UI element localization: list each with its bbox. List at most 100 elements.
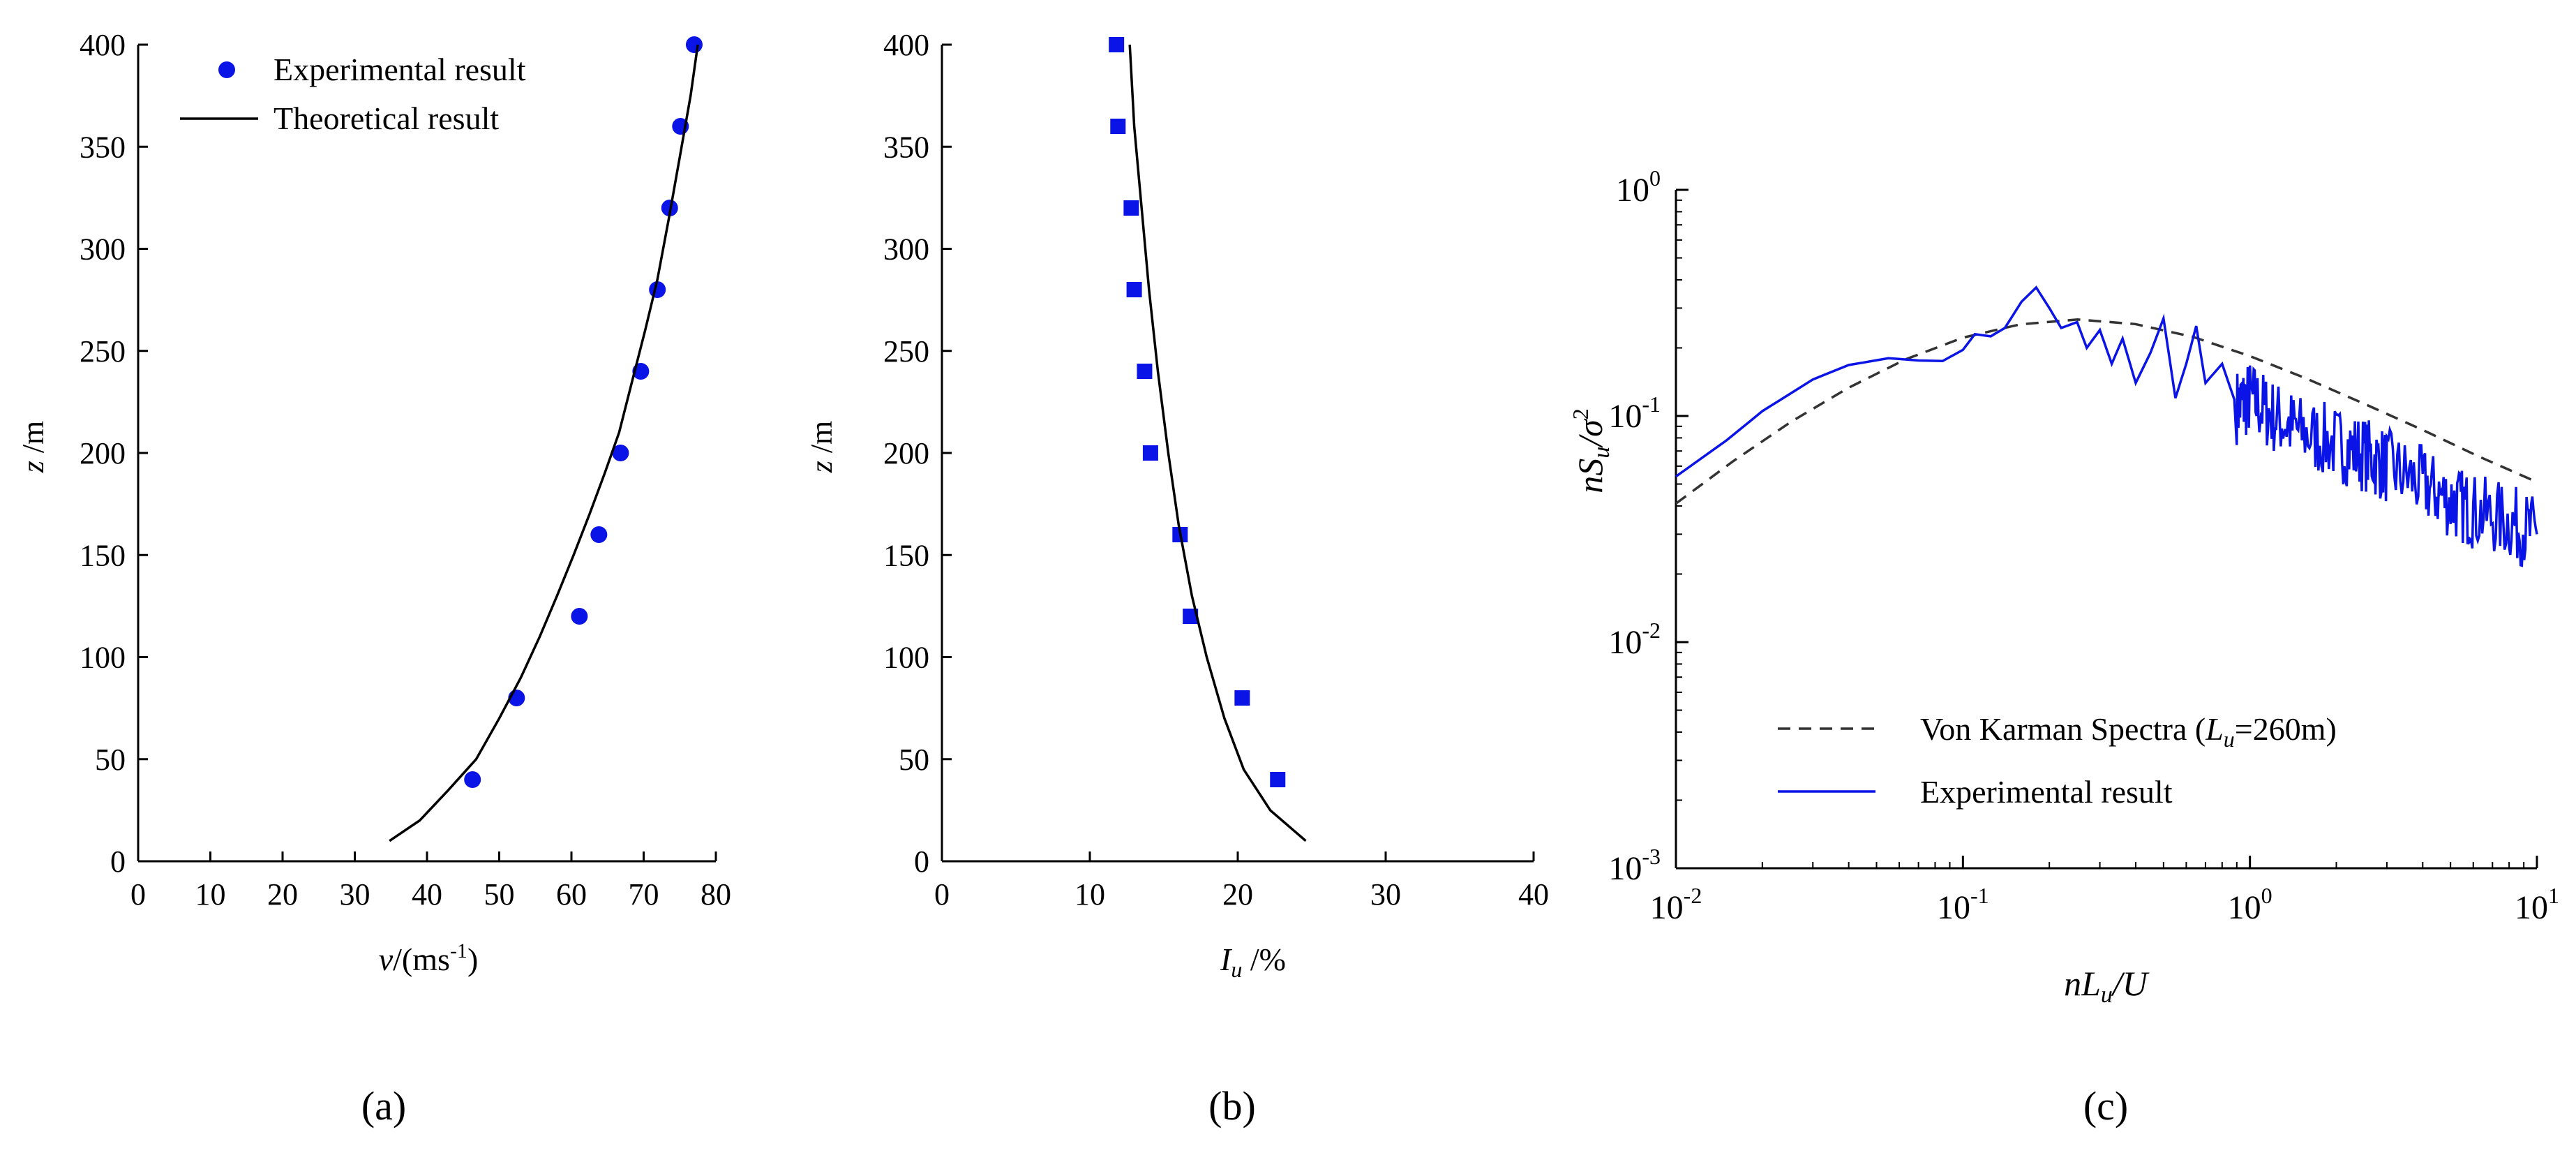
x-tick-label: 10: [195, 877, 226, 912]
data-point: [685, 36, 703, 53]
y-tick-label: 150: [80, 538, 126, 572]
data-point: [1126, 282, 1142, 297]
y-tick-label: 400: [80, 28, 126, 62]
data-point: [464, 771, 481, 788]
legend-label: Experimental result: [274, 52, 526, 87]
y-tick-label: 100: [80, 641, 126, 675]
y-tick-label: 350: [883, 130, 929, 164]
series-line: [389, 44, 699, 842]
data-point: [1109, 37, 1125, 52]
von-karman-line: [1675, 318, 2538, 505]
chart-c-panel-label: (c): [2083, 1083, 2128, 1129]
y-tick-label: 100: [883, 641, 929, 675]
x-tick-label: 10-1: [1937, 883, 1989, 926]
chart-b-panel-label: (b): [1208, 1083, 1256, 1129]
chart-a-axes: 0 10 20 30 40 50 60 70 80 0 50 100 150 200 250 300 350 40…: [80, 28, 731, 912]
legend-label: Experimental result: [1920, 774, 2173, 810]
y-tick-base: 10: [1608, 398, 1642, 435]
y-tick-label: 10-1: [1608, 392, 1661, 435]
y-tick-exponent: -3: [1642, 844, 1661, 869]
y-tick-label: 10-2: [1608, 618, 1661, 661]
x-tick-label: 10: [1074, 877, 1105, 912]
x-tick-label: 0: [130, 877, 146, 912]
x-tick-label: 40: [412, 877, 442, 912]
legend-symbol: L: [2205, 711, 2224, 747]
y-tick-base: 10: [1608, 850, 1642, 887]
y-tick-label: 50: [95, 743, 126, 777]
y-tick-label: 10-3: [1608, 844, 1661, 887]
x-tick-label: 10-2: [1650, 883, 1702, 926]
chart-c-ylabel: nSu/σ2: [1568, 408, 1615, 493]
x-tick-label: 70: [629, 877, 659, 912]
series-line: [1128, 44, 1307, 842]
y-tick-label: 200: [80, 436, 126, 470]
chart-b-marks: [1109, 37, 1307, 842]
legend-suffix: =260m): [2235, 711, 2337, 747]
y-tick-exponent: 0: [1649, 165, 1661, 191]
x-tick-label: 0: [934, 877, 950, 912]
x-tick-label: 20: [1222, 877, 1253, 912]
chart-a: 0 10 20 30 40 50 60 70 80 0 50 100 150 200 250 300 350 40…: [16, 28, 731, 1129]
x-tick-label: 60: [556, 877, 587, 912]
data-point: [1142, 445, 1158, 461]
x-tick-label: 20: [267, 877, 298, 912]
y-tick-label: 200: [883, 436, 929, 470]
legend-label: Von Karman Spectra (Lu=260m): [1920, 711, 2337, 752]
y-tick-label: 0: [110, 845, 126, 879]
legend-text: Experimental result: [1920, 774, 2173, 810]
chart-a-legend: Experimental result Theoretical result: [180, 52, 526, 136]
y-tick-exponent: -1: [1642, 392, 1661, 417]
x-tick-exponent: 0: [2261, 883, 2272, 908]
data-point: [1137, 364, 1153, 379]
data-point: [571, 608, 588, 625]
y-tick-label: 250: [80, 334, 126, 369]
x-tick-label: 100: [2228, 883, 2272, 926]
chart-b-ylabel: z /m: [804, 421, 839, 474]
y-tick-label: 250: [883, 334, 929, 369]
x-tick-base: 10: [2228, 889, 2261, 926]
data-point: [612, 445, 629, 461]
data-point: [590, 526, 608, 543]
chart-c-xlabel: nLu/U: [2064, 964, 2150, 1008]
x-tick-label: 50: [484, 877, 515, 912]
chart-a-xlabel: v/(ms-1): [379, 939, 479, 977]
x-tick-label: 101: [2515, 883, 2559, 926]
x-tick-base: 10: [1650, 889, 1684, 926]
x-tick-exponent: 1: [2548, 883, 2559, 908]
data-point: [1110, 119, 1126, 134]
y-tick-label: 50: [899, 743, 929, 777]
data-point: [1234, 690, 1250, 706]
y-tick-label: 0: [914, 845, 929, 879]
y-tick-exponent: -2: [1642, 618, 1661, 643]
x-tick-label: 30: [1370, 877, 1401, 912]
y-tick-label: 300: [80, 232, 126, 267]
x-tick-exponent: -2: [1684, 883, 1702, 908]
data-point: [1123, 200, 1139, 216]
chart-c-marks: [1675, 285, 2538, 567]
data-point: [1183, 609, 1199, 624]
x-tick-label: 40: [1518, 877, 1549, 912]
chart-c-legend: Von Karman Spectra (Lu=260m) Experimental…: [1778, 711, 2337, 810]
y-tick-label: 100: [1616, 165, 1661, 209]
chart-b-xlabel: Iu /%: [1220, 942, 1286, 982]
x-tick-label: 30: [340, 877, 370, 912]
x-tick-label: 80: [701, 877, 731, 912]
y-tick-label: 350: [80, 130, 126, 164]
legend-label: Theoretical result: [274, 101, 499, 136]
chart-a-marks: [389, 36, 703, 842]
y-tick-base: 10: [1616, 172, 1649, 209]
legend-subscript: u: [2224, 727, 2235, 752]
x-tick-base: 10: [2515, 889, 2548, 926]
legend-text: Von Karman Spectra (: [1920, 711, 2206, 747]
y-tick-label: 150: [883, 538, 929, 572]
x-tick-base: 10: [1937, 889, 1970, 926]
legend-marker: [218, 61, 235, 78]
x-tick-exponent: -1: [1970, 883, 1989, 908]
y-tick-label: 400: [883, 28, 929, 62]
experimental-line: [1675, 285, 2538, 567]
